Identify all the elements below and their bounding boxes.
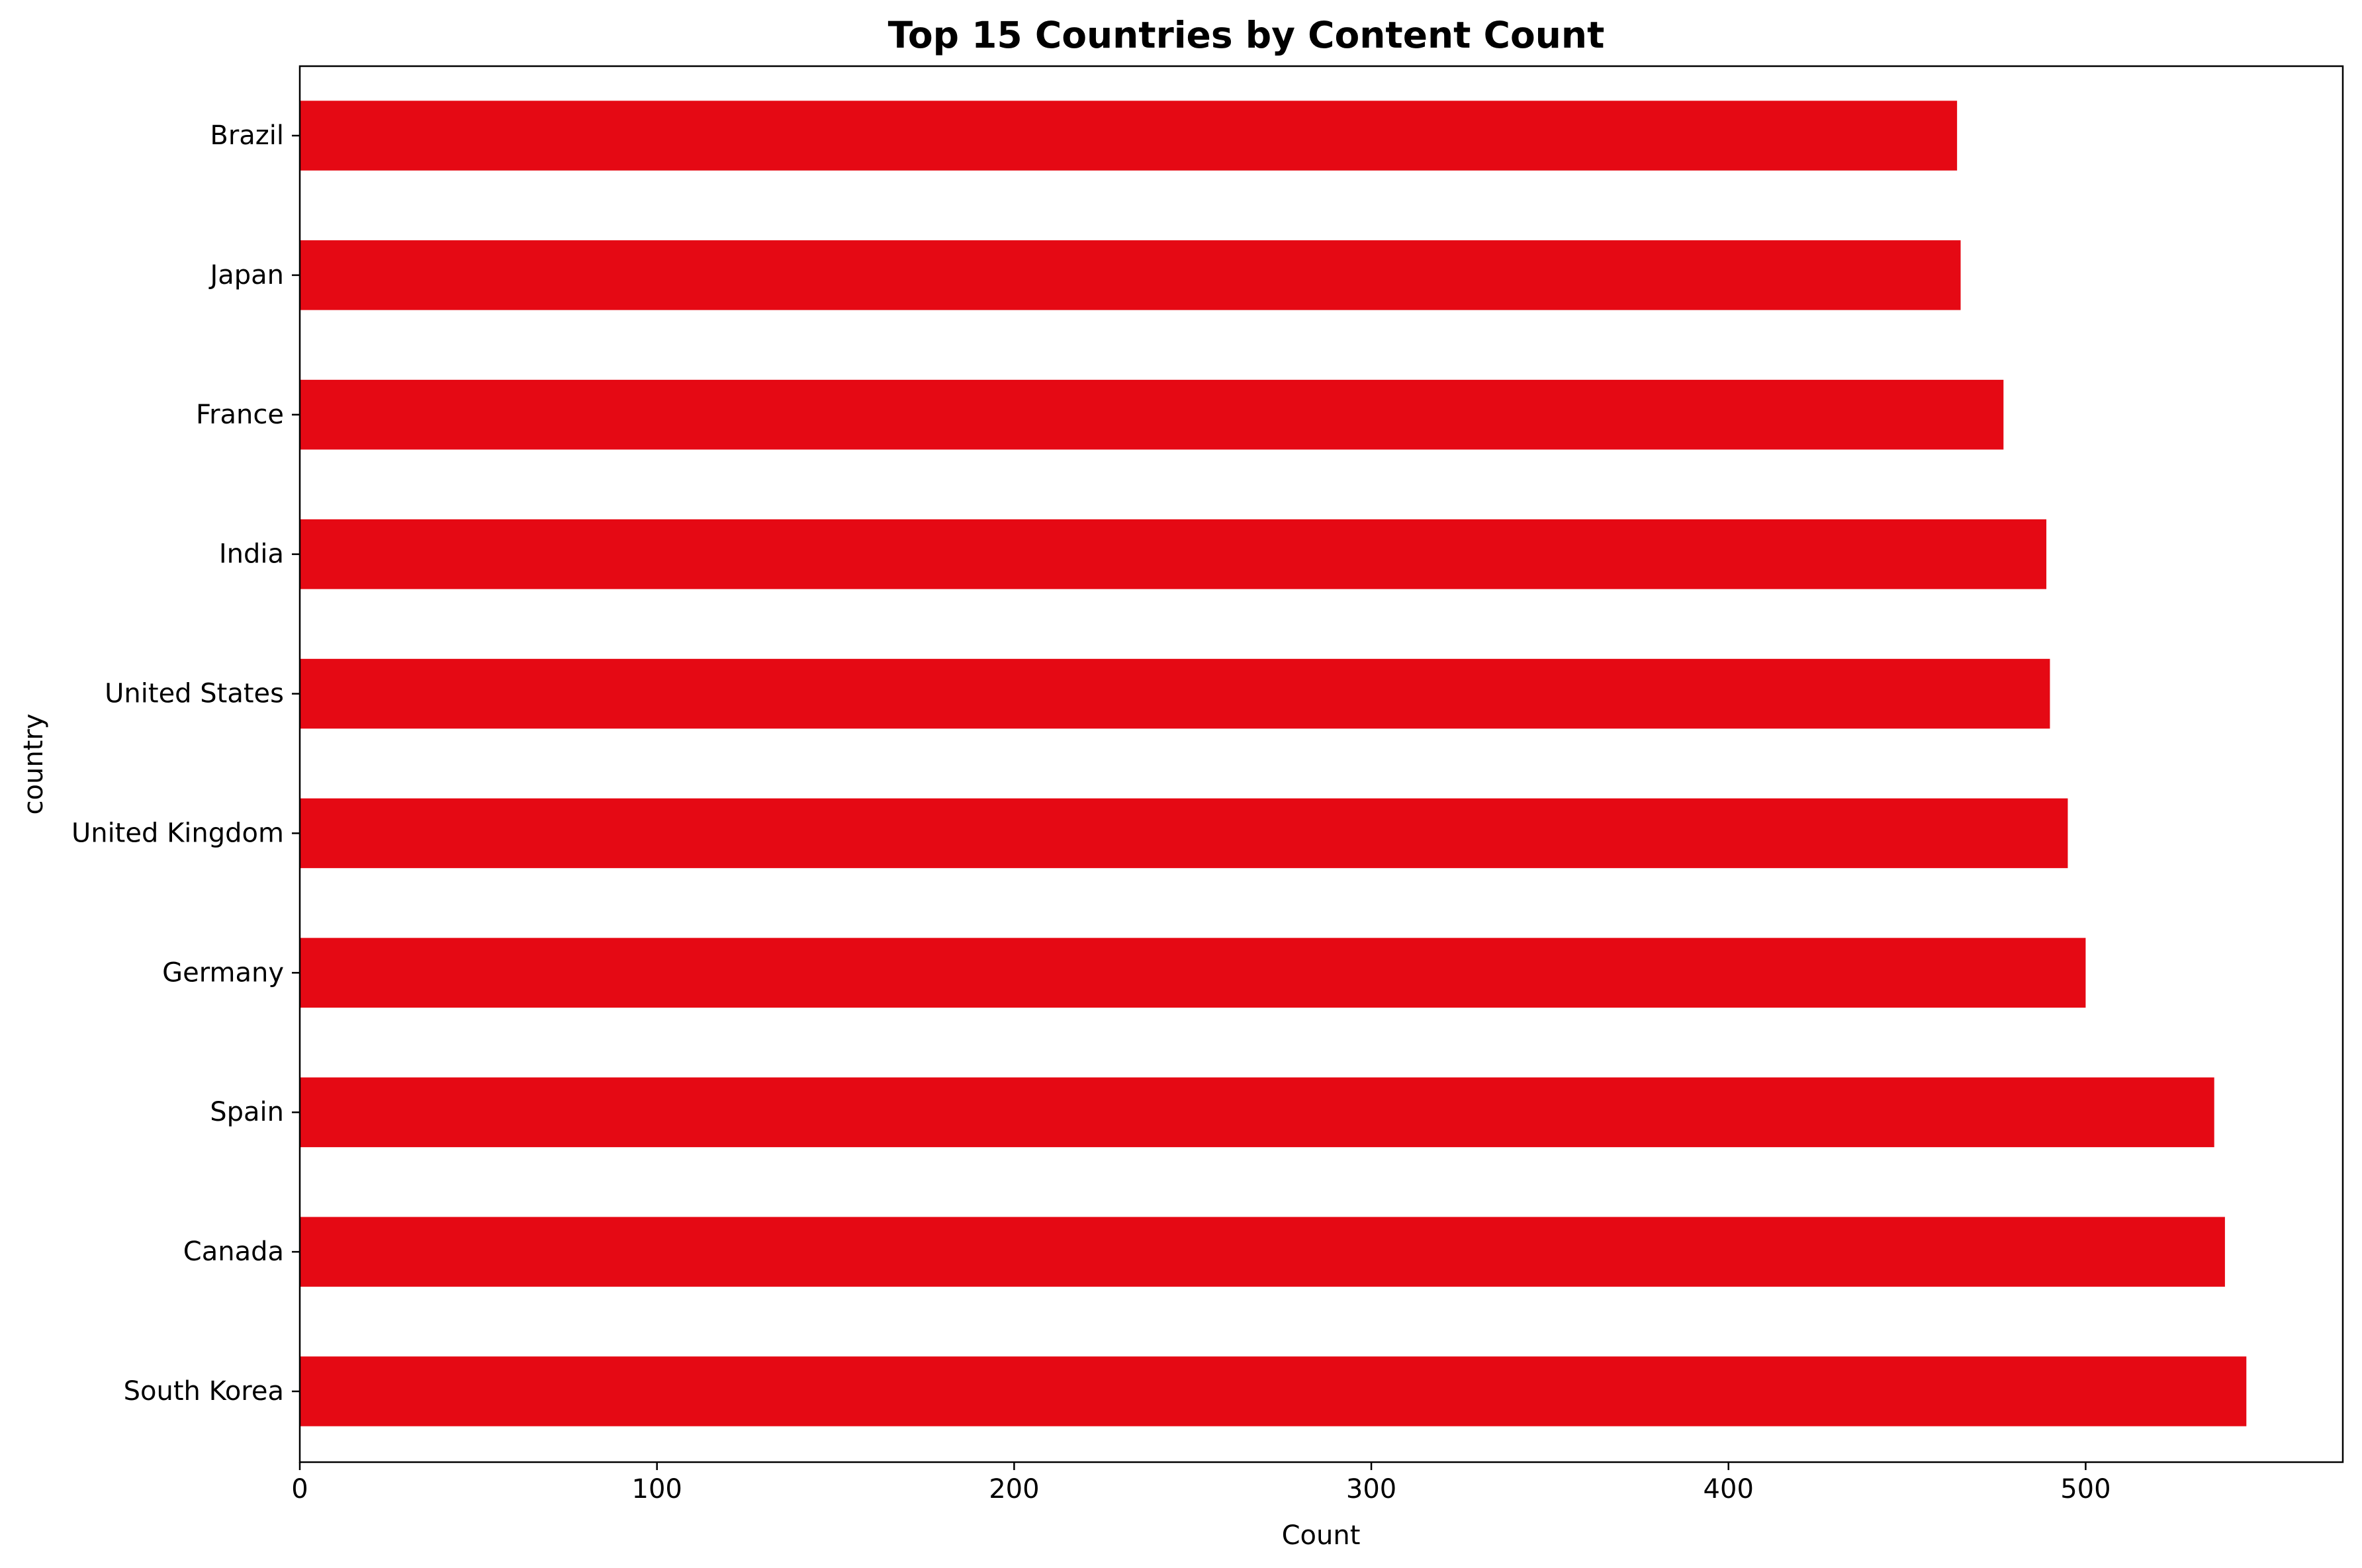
bar <box>300 1356 2247 1426</box>
y-tick-label: United Kingdom <box>71 818 284 848</box>
bar <box>300 937 2086 1008</box>
bar <box>300 1217 2225 1287</box>
bar <box>300 101 1958 171</box>
bar <box>300 798 2068 869</box>
y-tick-label: Spain <box>210 1097 284 1127</box>
y-tick-label: South Korea <box>124 1376 284 1407</box>
y-tick-label: Japan <box>208 260 284 290</box>
bar <box>300 240 1961 310</box>
x-tick-label: 300 <box>1346 1474 1396 1504</box>
plot-frame <box>298 65 2344 1463</box>
bars-layer <box>300 101 2247 1426</box>
bar <box>300 380 2004 450</box>
x-axis-label: Count <box>1282 1520 1361 1551</box>
x-tick-label: 0 <box>291 1474 308 1504</box>
y-tick-label: United States <box>105 679 284 709</box>
x-tick-label: 200 <box>989 1474 1039 1504</box>
x-tick-label: 100 <box>632 1474 682 1504</box>
x-axis-ticks: 0 100 200 300 400 500 <box>291 1462 2111 1504</box>
bar <box>300 519 2047 589</box>
y-tick-label: Germany <box>162 957 284 988</box>
chart-title: Top 15 Countries by Content Count <box>888 14 1605 56</box>
y-axis-ticks: South Korea Canada Spain Germany United King… <box>71 120 300 1407</box>
x-tick-label: 400 <box>1703 1474 1754 1504</box>
y-tick-label: France <box>196 400 284 430</box>
y-tick-label: Brazil <box>210 120 284 151</box>
y-tick-label: India <box>219 539 284 570</box>
bar <box>300 658 2050 729</box>
y-axis-label: country <box>19 714 49 815</box>
x-tick-label: 500 <box>2060 1474 2111 1504</box>
bar <box>300 1077 2214 1147</box>
y-tick-label: Canada <box>183 1237 284 1267</box>
